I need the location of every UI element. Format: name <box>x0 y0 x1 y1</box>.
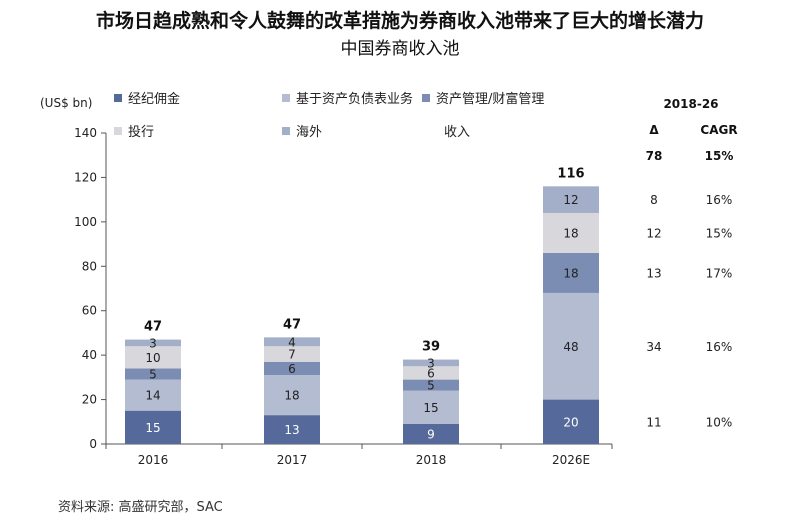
side-table-col-delta: Δ <box>649 123 659 137</box>
bar-segment <box>264 375 320 416</box>
chart-subtitle: 中国券商收入池 <box>340 39 460 59</box>
data-label: 48 <box>563 340 578 354</box>
bar-segment <box>403 390 459 425</box>
y-axis-label: (US$ bn) <box>40 96 92 110</box>
side-table-delta: 34 <box>646 340 661 354</box>
bar-segment <box>264 337 320 347</box>
x-tick-label: 2018 <box>416 453 447 467</box>
side-table-cagr: 16% <box>706 193 733 207</box>
data-label: 12 <box>563 193 578 207</box>
total-label: 47 <box>144 320 162 335</box>
bar-segment <box>125 339 181 347</box>
data-label: 18 <box>563 226 578 240</box>
bar-segment <box>125 346 181 369</box>
side-table-cagr: 15% <box>706 226 733 240</box>
legend-swatch <box>114 94 122 102</box>
chart-title: 市场日趋成熟和令人鼓舞的改革措施为券商收入池带来了巨大的增长潜力 <box>95 10 704 32</box>
legend-swatch <box>282 94 290 102</box>
y-tick-label: 140 <box>74 126 97 140</box>
legend-swatch <box>422 94 430 102</box>
data-label: 20 <box>563 415 578 429</box>
y-tick-label: 120 <box>74 170 97 184</box>
legend-swatch <box>282 127 290 135</box>
legend-extra-label: 收入 <box>444 125 470 140</box>
data-label: 15 <box>145 421 160 435</box>
legend-label: 海外 <box>296 125 322 140</box>
bar-segment <box>125 379 181 411</box>
side-table-cagr: 10% <box>706 415 733 429</box>
side-table-delta: 13 <box>646 266 661 280</box>
data-label: 6 <box>288 362 296 376</box>
data-label: 10 <box>145 351 160 365</box>
legend-swatch <box>114 127 122 135</box>
data-label: 9 <box>427 428 435 442</box>
total-label: 39 <box>422 340 440 355</box>
bar-segment <box>125 368 181 380</box>
data-label: 4 <box>288 335 296 349</box>
bar-segment <box>264 346 320 362</box>
bar-segment <box>543 292 599 400</box>
side-table-cagr: 16% <box>706 340 733 354</box>
side-table-delta: 12 <box>646 226 661 240</box>
side-table-total-delta: 78 <box>646 149 663 163</box>
legend-label: 投行 <box>128 124 154 140</box>
data-label: 3 <box>427 356 435 370</box>
bar-segment <box>403 424 459 444</box>
bar-segment <box>543 186 599 213</box>
data-label: 5 <box>427 379 435 393</box>
data-label: 18 <box>563 266 578 280</box>
x-tick-label: 2017 <box>277 453 308 467</box>
x-tick-label: 2026E <box>552 453 590 467</box>
bar-segment <box>403 366 459 380</box>
bar-segment <box>543 212 599 253</box>
bar-segment <box>264 415 320 444</box>
y-tick-label: 80 <box>82 259 97 273</box>
bar-segment <box>403 379 459 391</box>
total-label: 116 <box>557 166 584 181</box>
side-table-col-cagr: CAGR <box>700 123 737 137</box>
data-label: 15 <box>423 401 438 415</box>
data-label: 6 <box>427 366 435 380</box>
legend-label: 经纪佣金 <box>128 91 180 107</box>
side-table-delta: 11 <box>646 415 661 429</box>
bar-segment <box>403 359 459 367</box>
side-table-total-cagr: 15% <box>705 149 734 163</box>
source-note: 资料来源: 高盛研究部，SAC <box>58 500 223 515</box>
y-tick-label: 60 <box>82 304 97 318</box>
bar-segment <box>543 399 599 444</box>
data-label: 5 <box>149 368 157 382</box>
y-tick-label: 20 <box>82 393 97 407</box>
side-table-title: 2018-26 <box>663 97 718 111</box>
y-tick-label: 40 <box>82 348 97 362</box>
y-tick-label: 0 <box>89 437 97 451</box>
total-label: 47 <box>283 317 301 332</box>
side-table-cagr: 17% <box>706 266 733 280</box>
bar-segment <box>264 361 320 376</box>
data-label: 13 <box>284 423 299 437</box>
y-tick-label: 100 <box>74 215 97 229</box>
data-label: 18 <box>284 389 299 403</box>
bar-segment <box>543 252 599 293</box>
bar-segment <box>125 410 181 444</box>
data-label: 14 <box>145 389 160 403</box>
data-label: 3 <box>149 336 157 350</box>
legend-label: 资产管理/财富管理 <box>436 91 544 107</box>
side-table-delta: 8 <box>650 193 658 207</box>
x-tick-label: 2016 <box>138 453 169 467</box>
data-label: 7 <box>288 348 296 362</box>
legend-label: 基于资产负债表业务 <box>296 91 413 107</box>
